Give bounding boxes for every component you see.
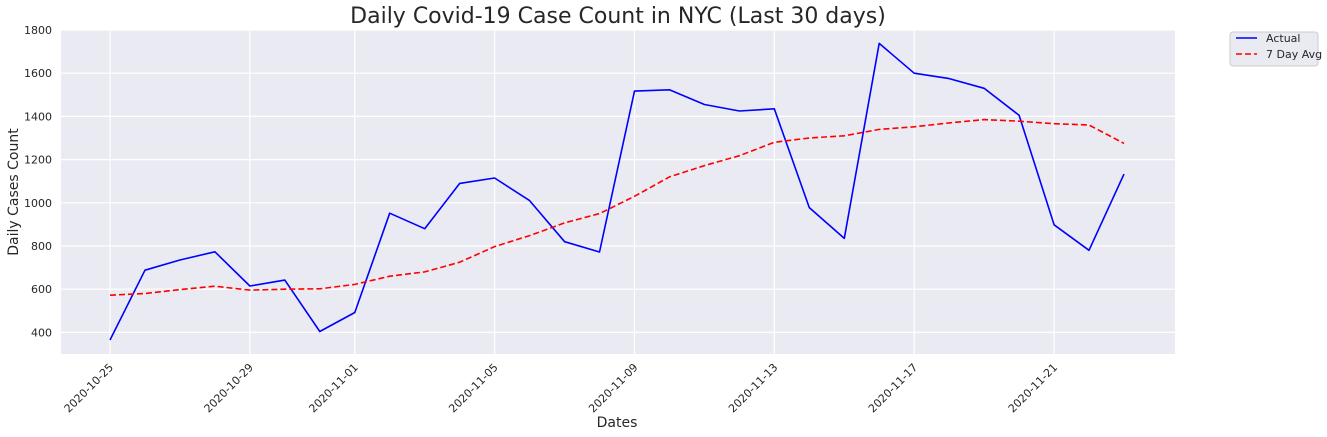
y-tick-label-1200: 1200: [24, 154, 52, 167]
x-tick-label-2020-11-21: 2020-11-21: [1006, 361, 1060, 415]
grid-lines: [61, 29, 1175, 354]
legend-label-7-day-avg: 7 Day Avg: [1266, 48, 1322, 61]
x-tick-label-2020-11-13: 2020-11-13: [726, 361, 780, 415]
y-tick-label-1600: 1600: [24, 67, 52, 80]
y-tick-label-1800: 1800: [24, 24, 52, 37]
series-lines: [109, 42, 1125, 341]
x-tick-label-2020-10-25: 2020-10-25: [62, 361, 116, 415]
y-tick-label-400: 400: [31, 326, 52, 339]
plot-background: [61, 30, 1175, 354]
legend-box: [1229, 31, 1319, 67]
y-axis-label: Daily Cases Count: [6, 128, 22, 256]
x-tick-label-2020-11-09: 2020-11-09: [586, 361, 640, 415]
y-tick-label-1000: 1000: [24, 197, 52, 210]
x-tick-label-2020-11-17: 2020-11-17: [866, 361, 920, 415]
x-tick-label-2020-11-01: 2020-11-01: [306, 361, 360, 415]
x-tick-label-2020-10-29: 2020-10-29: [202, 361, 256, 415]
series-line-actual: [109, 42, 1125, 341]
x-axis-label: Dates: [597, 415, 638, 431]
x-tick-labels: 2020-10-25 2020-10-29 2020-11-01 2020-11-05…: [62, 361, 1060, 415]
x-tick-label-2020-11-05: 2020-11-05: [446, 361, 500, 415]
y-tick-label-600: 600: [31, 283, 52, 296]
y-tick-label-800: 800: [31, 240, 52, 253]
legend: Actual 7 Day Avg: [1229, 31, 1322, 67]
y-tick-labels: 400 600 800 1000 1200 1400 1600 1800: [24, 24, 52, 339]
chart-title: Daily Covid-19 Case Count in NYC (Last 3…: [350, 4, 886, 29]
legend-label-actual: Actual: [1266, 32, 1300, 45]
y-tick-label-1400: 1400: [24, 110, 52, 123]
